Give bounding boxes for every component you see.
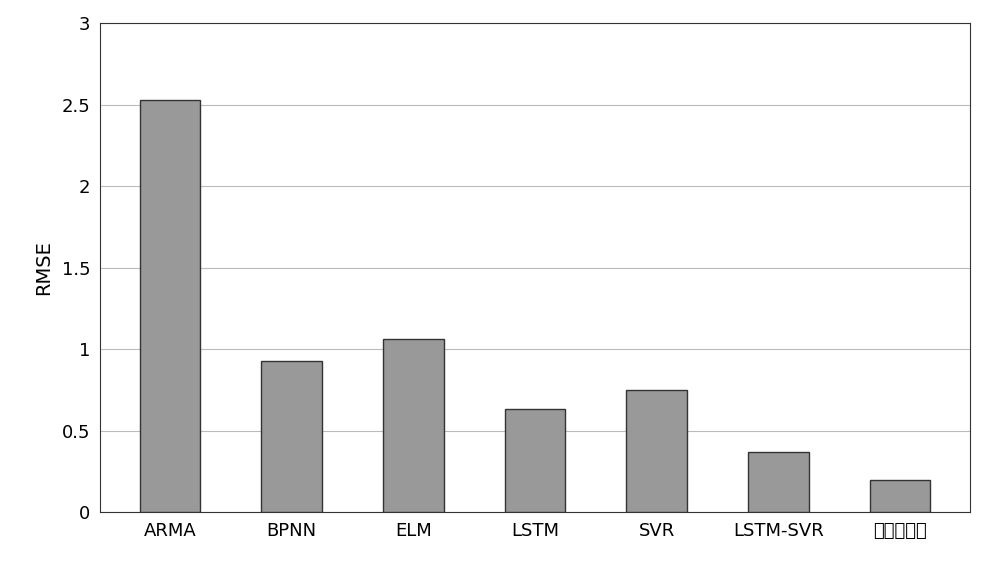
Bar (748, 452, 809, 512)
Bar (383, 339, 444, 512)
Bar (505, 410, 565, 512)
Y-axis label: RMSE: RMSE (34, 240, 53, 295)
Bar (261, 361, 322, 512)
Bar (626, 390, 687, 512)
Bar (140, 100, 200, 512)
Bar (870, 480, 930, 512)
